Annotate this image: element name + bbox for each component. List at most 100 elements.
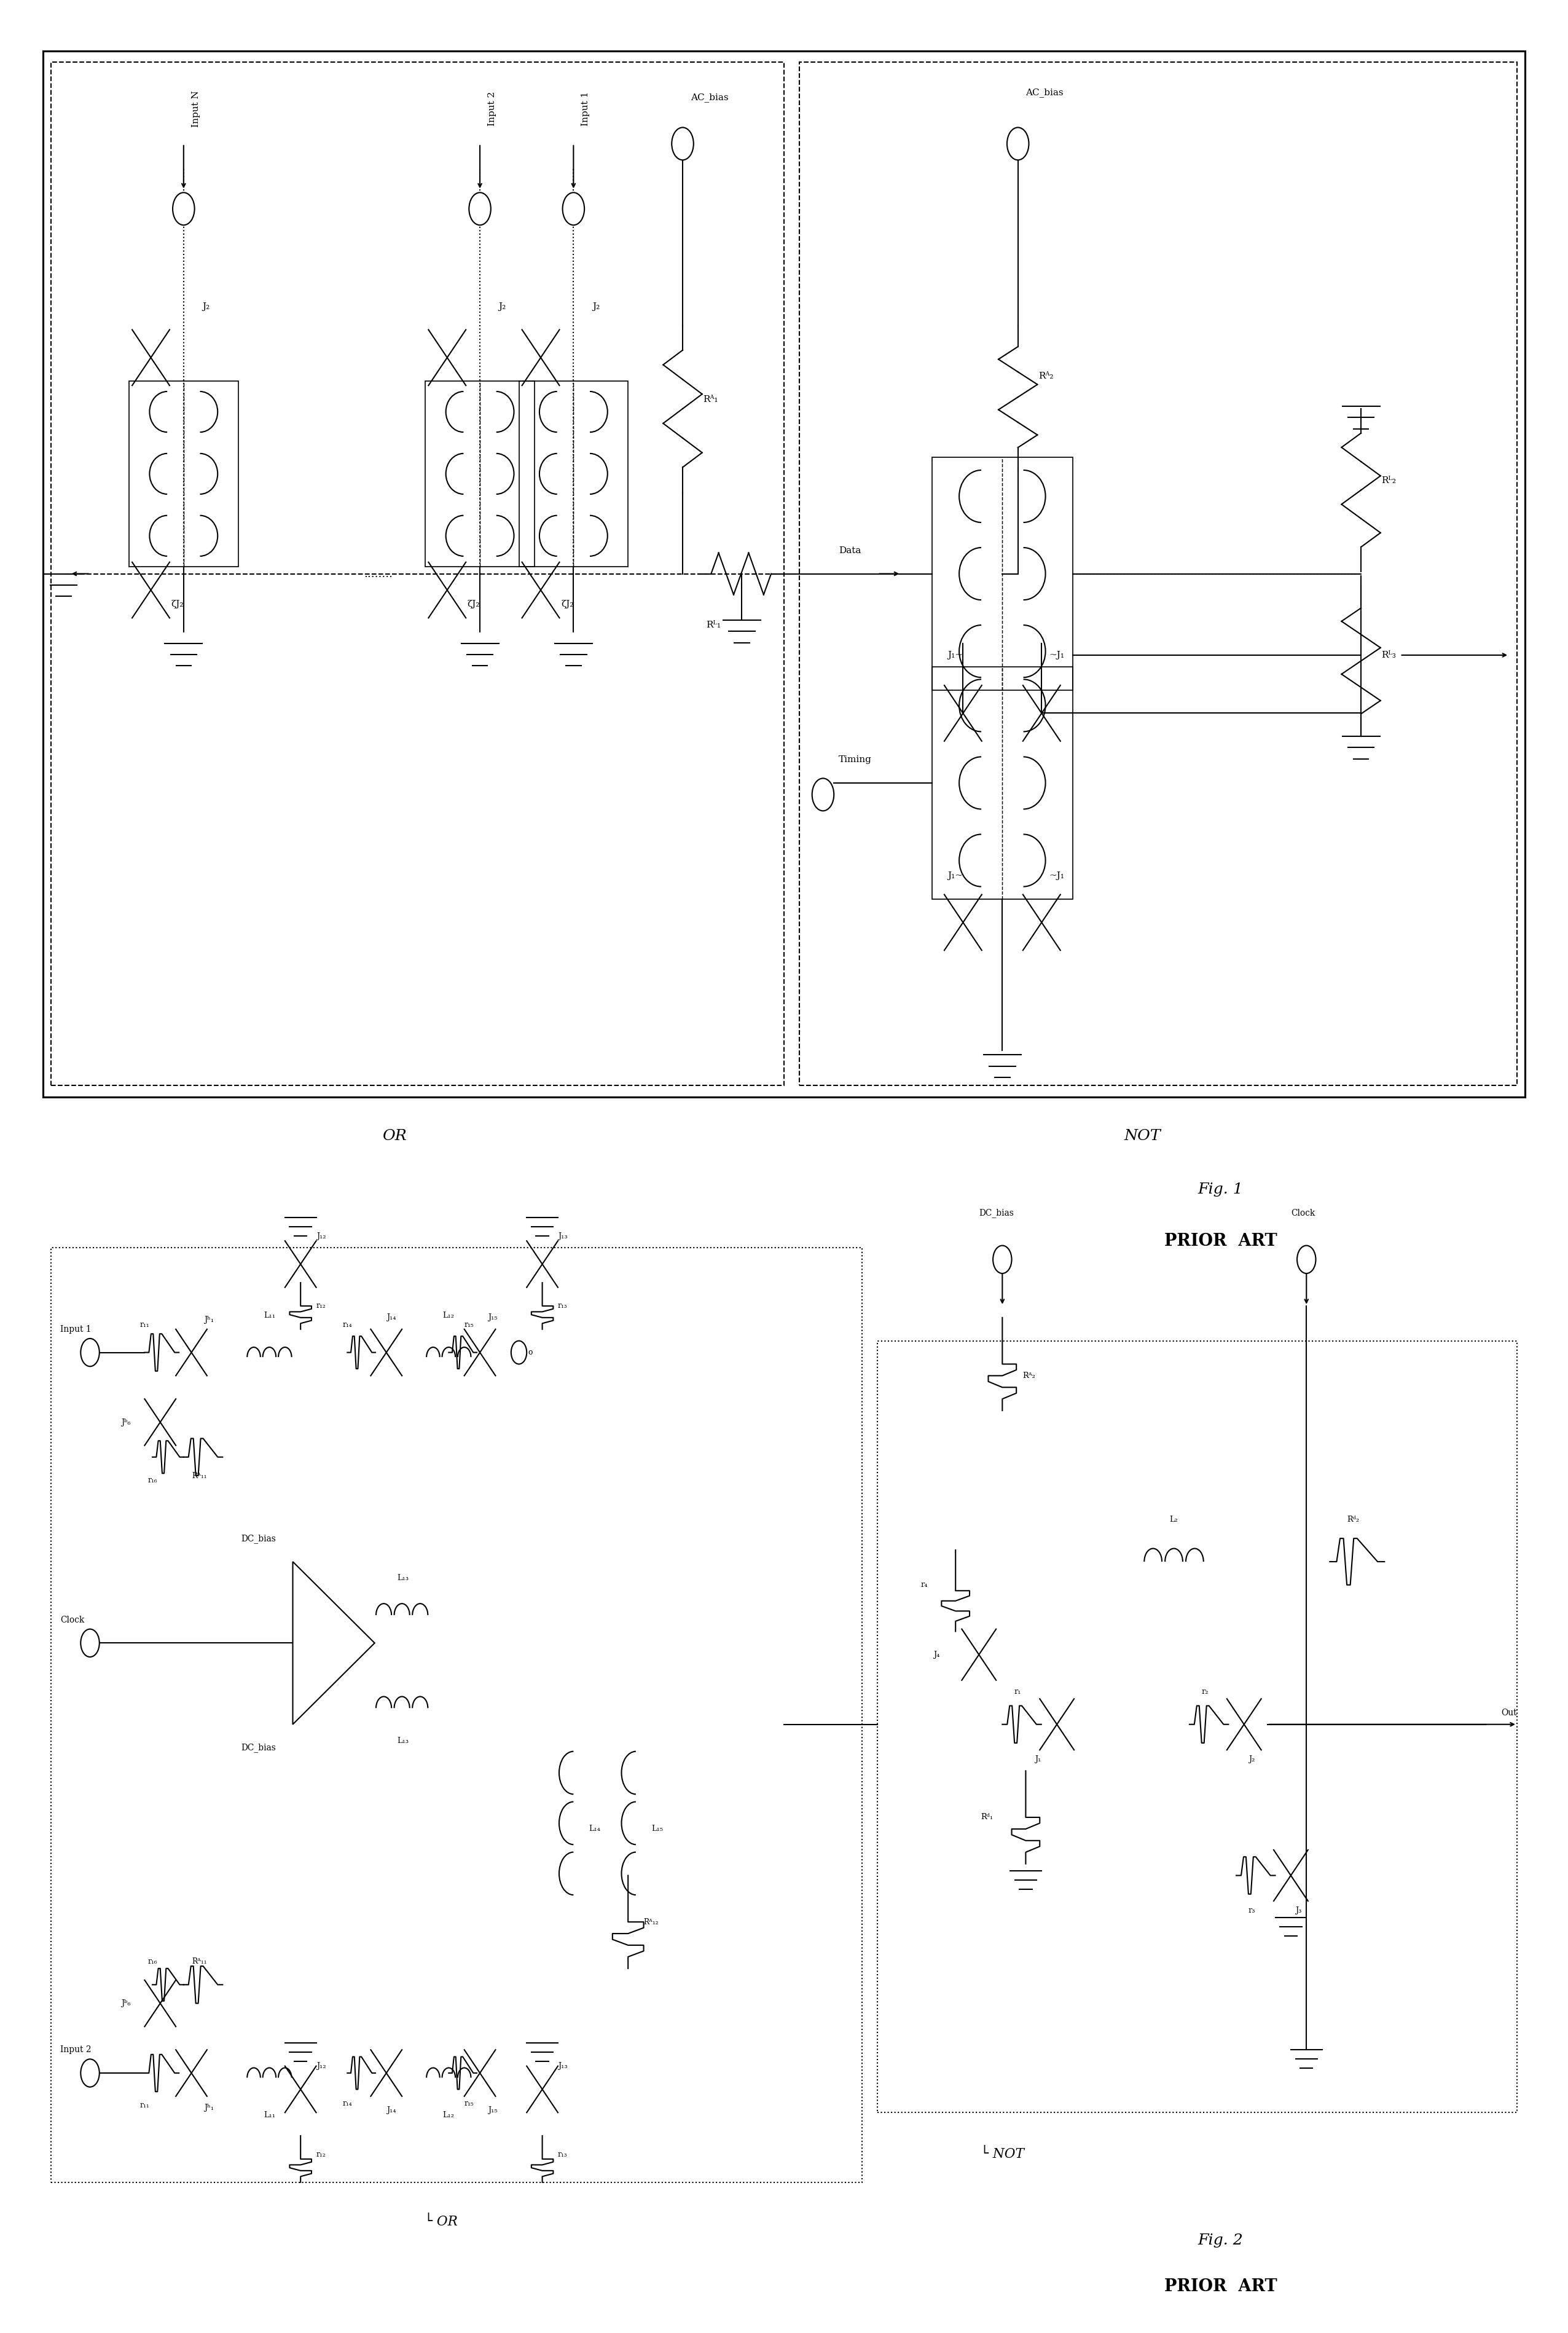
Bar (52, 1248, 862, 2181)
Circle shape (1297, 1246, 1316, 1274)
Text: L₁₅: L₁₅ (651, 1824, 663, 1834)
Text: J₂: J₂ (593, 303, 599, 310)
Text: Jʰ₁: Jʰ₁ (204, 2104, 213, 2111)
Bar (129, 380, 238, 567)
Text: Timing: Timing (839, 756, 872, 763)
Text: Jʰ₁: Jʰ₁ (204, 1316, 213, 1323)
Text: Jᵇ₆: Jᵇ₆ (121, 1999, 130, 2006)
Text: Rᵈ₂: Rᵈ₂ (1347, 1516, 1359, 1523)
Circle shape (812, 779, 834, 812)
Text: NOT: NOT (1124, 1129, 1160, 1143)
Text: L₁₃: L₁₃ (397, 1575, 409, 1582)
Text: Rᴬ₂: Rᴬ₂ (1038, 371, 1054, 380)
Text: Rᴬ₁₁: Rᴬ₁₁ (191, 1957, 207, 1964)
Text: Out: Out (1501, 1708, 1518, 1717)
Text: r₁₁: r₁₁ (140, 2102, 149, 2109)
Text: AC_bias: AC_bias (690, 93, 728, 103)
Circle shape (511, 1341, 527, 1365)
Text: Input 2: Input 2 (488, 91, 497, 126)
Text: Rᴬ₂: Rᴬ₂ (1022, 1372, 1035, 1379)
Text: J₁₃: J₁₃ (558, 2062, 568, 2069)
Text: r₁₆: r₁₆ (147, 1957, 157, 1964)
Text: Rᴬ₁: Rᴬ₁ (702, 394, 718, 404)
Text: Rᴸ₂: Rᴸ₂ (1381, 476, 1396, 485)
Text: DC_bias: DC_bias (978, 1208, 1014, 1218)
Text: ζJ₂: ζJ₂ (467, 600, 480, 609)
Circle shape (80, 2060, 99, 2088)
Text: └ OR: └ OR (425, 2214, 458, 2228)
Text: r₁₂: r₁₂ (317, 2151, 326, 2158)
Text: J₁₄: J₁₄ (386, 1313, 395, 1320)
Text: J₁₃: J₁₃ (558, 1232, 568, 1241)
Text: r₁₅: r₁₅ (464, 1320, 474, 1327)
Text: ~J₁: ~J₁ (1049, 651, 1065, 660)
Text: J₁₄: J₁₄ (386, 2107, 395, 2114)
Text: Rᵈ₁: Rᵈ₁ (980, 1813, 993, 1822)
Text: J₂: J₂ (202, 303, 210, 310)
Text: o: o (528, 1348, 533, 1355)
Text: PRIOR  ART: PRIOR ART (1163, 1232, 1276, 1248)
Text: J₃: J₃ (1295, 1906, 1301, 1915)
Text: L₁₂: L₁₂ (442, 2111, 455, 2118)
Circle shape (80, 1339, 99, 1367)
Text: AC_bias: AC_bias (1025, 89, 1063, 98)
Circle shape (671, 128, 693, 161)
Text: r₄: r₄ (920, 1582, 928, 1589)
Text: J₁₅: J₁₅ (488, 1313, 497, 1320)
Text: Input 1: Input 1 (61, 1325, 91, 1334)
Bar (878, 1341, 1516, 2114)
Bar (425, 380, 535, 567)
Bar (800, 63, 1516, 1085)
Text: r₃: r₃ (1248, 1906, 1256, 1915)
Text: L₁₂: L₁₂ (442, 1311, 455, 1318)
Text: └ NOT: └ NOT (980, 2149, 1024, 2160)
Circle shape (80, 1628, 99, 1656)
Text: Clock: Clock (61, 1614, 85, 1624)
Text: Fig. 1: Fig. 1 (1198, 1183, 1243, 1197)
Text: r₁₃: r₁₃ (558, 1302, 568, 1309)
Text: Rᴸ₁: Rᴸ₁ (706, 621, 721, 630)
Text: L₁₁: L₁₁ (263, 2111, 276, 2118)
Text: r₁₄: r₁₄ (342, 1320, 353, 1327)
Text: r₁₃: r₁₃ (558, 2151, 568, 2158)
Bar (519, 380, 629, 567)
Text: L₂: L₂ (1170, 1516, 1178, 1523)
Text: Jᵇ₆: Jᵇ₆ (121, 1418, 130, 1425)
Text: r₂: r₂ (1201, 1687, 1209, 1696)
Text: Data: Data (839, 546, 861, 555)
Text: r₁₂: r₁₂ (317, 1302, 326, 1309)
Text: J₂: J₂ (499, 303, 506, 310)
Circle shape (993, 1246, 1011, 1274)
Text: ~J₁: ~J₁ (1049, 873, 1065, 880)
Text: ζJ₂: ζJ₂ (171, 600, 183, 609)
Text: ζJ₂: ζJ₂ (561, 600, 574, 609)
Text: r₁: r₁ (1014, 1687, 1021, 1696)
Text: r₁₅: r₁₅ (464, 2100, 474, 2107)
Text: Input 2: Input 2 (61, 2046, 91, 2053)
Text: Input 1: Input 1 (582, 91, 590, 126)
Text: r₁₆: r₁₆ (147, 1477, 157, 1484)
Text: L₁₃: L₁₃ (397, 1736, 409, 1745)
Text: r₁₄: r₁₄ (342, 2100, 353, 2107)
Text: Rᴬ₁₁: Rᴬ₁₁ (191, 1472, 207, 1479)
Text: J₁₂: J₁₂ (317, 2062, 326, 2069)
Bar (931, 667, 1073, 898)
Bar (44, 51, 1524, 1097)
Text: ........: ........ (364, 569, 394, 579)
Text: Rᴬ₁₂: Rᴬ₁₂ (643, 1918, 659, 1927)
Bar (931, 457, 1073, 691)
Text: J₁: J₁ (1035, 1754, 1041, 1764)
Text: Fig. 2: Fig. 2 (1198, 2233, 1243, 2247)
Circle shape (469, 194, 491, 224)
Text: J₁~: J₁~ (947, 651, 963, 660)
Bar (52, 63, 784, 1085)
Text: Input N: Input N (191, 91, 201, 128)
Text: DC_bias: DC_bias (241, 1533, 276, 1542)
Text: L₁₄: L₁₄ (590, 1824, 601, 1834)
Text: r₁₁: r₁₁ (140, 1320, 149, 1327)
Text: J₁~: J₁~ (947, 873, 963, 880)
Text: J₁₂: J₁₂ (317, 1232, 326, 1241)
Circle shape (172, 194, 194, 224)
Text: J₂: J₂ (1248, 1754, 1254, 1764)
Text: Rᴸ₃: Rᴸ₃ (1381, 651, 1396, 660)
